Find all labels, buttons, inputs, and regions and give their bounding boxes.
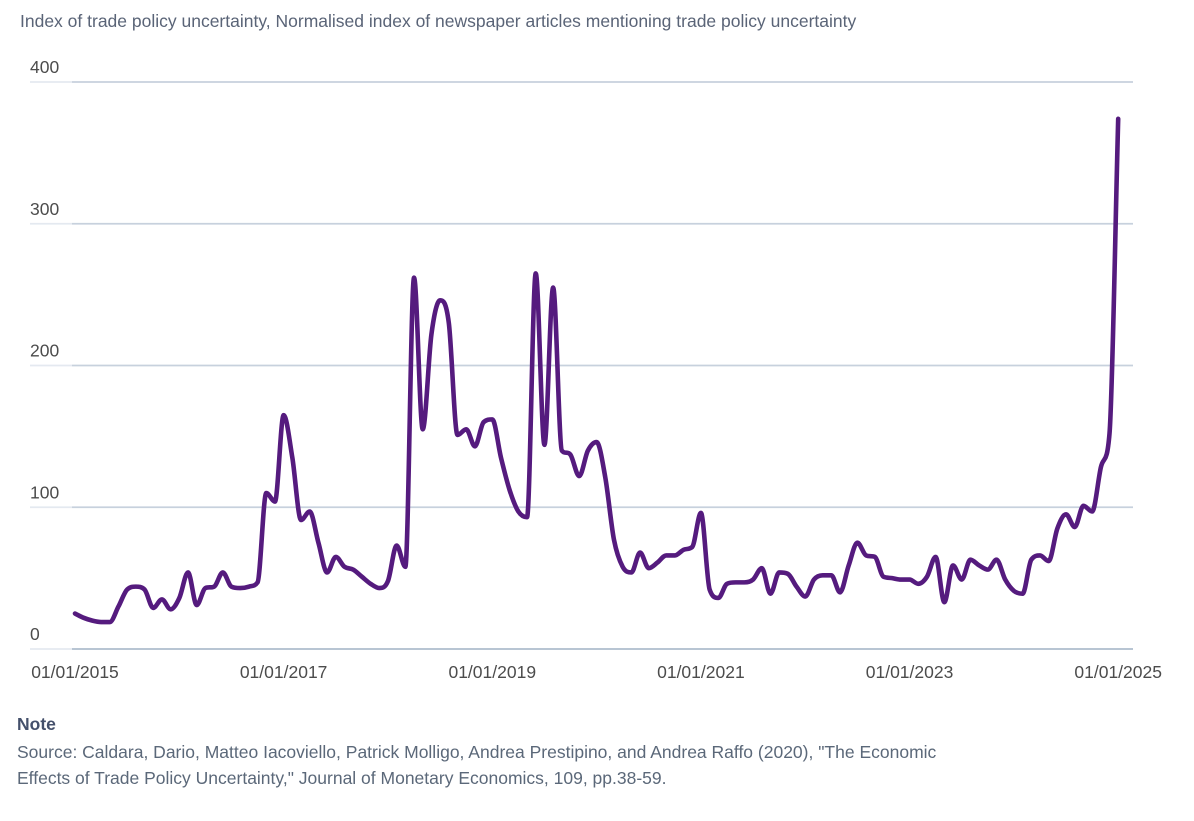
note-section: Note Source: Caldara, Dario, Matteo Iaco… <box>17 714 1183 791</box>
x-tick-label: 01/01/2019 <box>448 662 536 682</box>
x-tick-label: 01/01/2021 <box>657 662 745 682</box>
note-heading: Note <box>17 714 56 734</box>
x-tick-label: 01/01/2017 <box>240 662 328 682</box>
note-source-line-2: Effects of Trade Policy Uncertainty," Jo… <box>17 767 667 788</box>
data-line <box>72 116 1121 625</box>
x-tick-label: 01/01/2015 <box>31 662 119 682</box>
y-tick-label: 300 <box>30 199 59 219</box>
y-tick-label: 400 <box>30 57 59 77</box>
y-tick-label: 0 <box>30 624 40 644</box>
x-tick-label: 01/01/2023 <box>866 662 954 682</box>
y-tick-label: 100 <box>30 482 59 502</box>
note-source-line-1: Source: Caldara, Dario, Matteo Iacoviell… <box>17 742 937 762</box>
y-tick-label: 200 <box>30 341 59 361</box>
x-tick-label: 01/01/2025 <box>1074 662 1162 682</box>
page-title: Index of trade policy uncertainty, Norma… <box>20 11 857 31</box>
